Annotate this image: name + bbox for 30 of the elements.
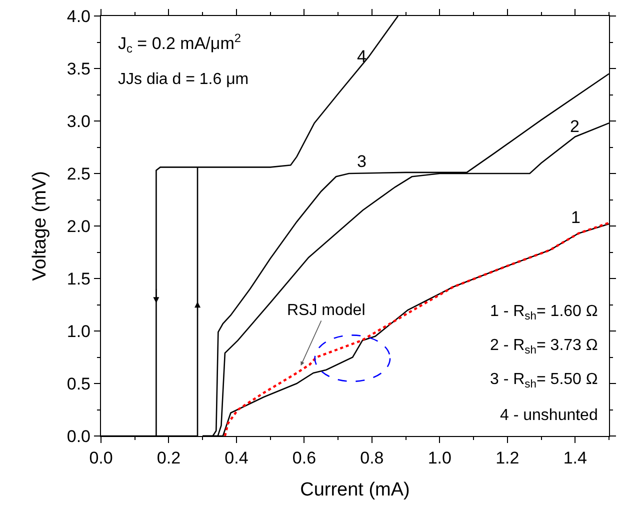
x-tick-label: 0.4 xyxy=(224,448,248,468)
annotation: 4 - unshunted xyxy=(500,407,598,424)
x-tick-label: 0.2 xyxy=(156,448,181,468)
annotation: 1 - R$_{sh}$= 1.60 Ω xyxy=(490,303,598,322)
x-tick-label: 0.0 xyxy=(89,448,113,468)
annotation: 3 - R$_{sh}$= 5.50 Ω xyxy=(490,371,598,390)
y-tick-label: 3.5 xyxy=(66,59,90,78)
y-tick-label: 1.5 xyxy=(66,269,90,288)
x-tick-label: 0.8 xyxy=(360,448,384,468)
annotation: JJs dia d = 1.6 μm xyxy=(118,71,249,88)
y-tick-label: 2.0 xyxy=(66,216,90,236)
annotation: 2 - R$_{sh}$= 3.73 Ω xyxy=(490,337,598,356)
y-tick-label: 2.5 xyxy=(66,164,90,184)
annotation: J$_{c}$ = 0.2 mA/μm$^{2}$ xyxy=(118,31,242,56)
y-tick-label: 0.0 xyxy=(66,426,90,446)
x-tick-label: 1.2 xyxy=(496,448,520,468)
y-tick-label: 1.0 xyxy=(66,322,90,341)
x-tick-label: 1.4 xyxy=(563,448,587,468)
annotation: RSJ model xyxy=(287,302,366,319)
y-tick-label: 3.0 xyxy=(66,112,90,131)
annotation: 3 xyxy=(357,152,366,171)
y-tick-label: 0.5 xyxy=(66,374,90,394)
annotation: 4 xyxy=(357,47,366,66)
x-tick-label: 0.6 xyxy=(292,448,316,468)
y-tick-label: 4.0 xyxy=(66,6,90,26)
annotation: 2 xyxy=(570,117,580,136)
x-tick-label: 1.0 xyxy=(428,448,452,468)
annotation: 1 xyxy=(571,208,580,227)
y-axis-title: Voltage (mV) xyxy=(30,171,51,281)
x-axis-title: Current (mA) xyxy=(300,479,410,500)
